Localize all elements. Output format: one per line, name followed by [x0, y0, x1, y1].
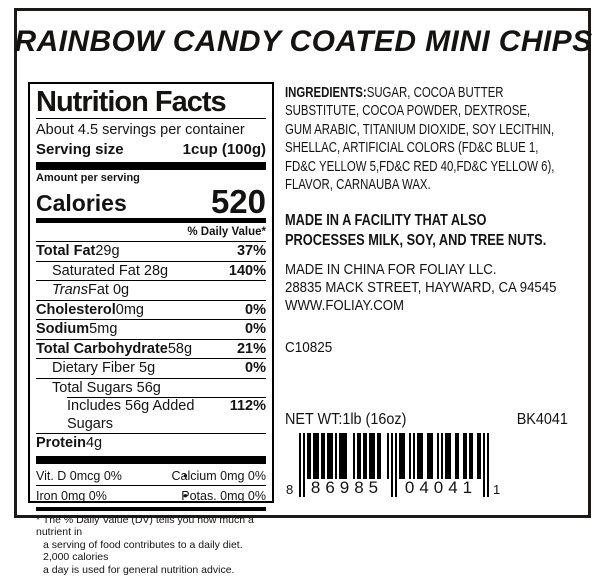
- calories-row: Calories 520: [36, 185, 266, 216]
- barcode-digits-right-group: 04041: [399, 479, 483, 497]
- calories-label: Calories: [36, 191, 127, 216]
- nutrition-facts-panel: Nutrition Facts About 4.5 servings per c…: [28, 82, 274, 503]
- ingredients-text: INGREDIENTS:SUGAR, COCOA BUTTER SUBSTITU…: [285, 84, 554, 194]
- serving-size-label: Serving size: [36, 140, 124, 159]
- allergen-facility-warning: MADE IN A FACILITY THAT ALSO PROCESSES M…: [285, 211, 546, 250]
- barcode-digit-system: 8: [286, 483, 293, 497]
- manufacturer-address: MADE IN CHINA FOR FOLIAY LLC. 28835 MACK…: [285, 261, 556, 315]
- nutrient-row-sodium: Sodium 5mg 0%: [36, 319, 266, 339]
- thick-bar: [36, 162, 266, 170]
- servings-per-container: About 4.5 servings per container: [36, 121, 266, 140]
- barcode-digits-left-group: 86985: [305, 479, 389, 497]
- ingredients-label: INGREDIENTS:: [285, 84, 367, 101]
- net-weight: NET WT:1lb (16oz): [285, 411, 406, 429]
- nutrient-row-total-carbohydrate: Total Carbohydrate 58g 21%: [36, 339, 266, 359]
- nutrient-row-total-sugars: Total Sugars 56g: [36, 378, 266, 398]
- micronutrient-row-vitd-calcium: Vit. D 0mcg 0% • Calcium 0mg 0%: [36, 466, 266, 485]
- thick-bar: [36, 456, 266, 464]
- nutrient-row-cholesterol: Cholesterol 0mg 0%: [36, 300, 266, 320]
- nutrition-facts-heading: Nutrition Facts: [36, 87, 266, 118]
- ingredients-first-line: INGREDIENTS:SUGAR, COCOA BUTTER: [285, 84, 554, 102]
- net-weight-row: NET WT:1lb (16oz) BK4041: [285, 411, 568, 429]
- nutrient-row-added-sugars: Includes 56g Added Sugars 112%: [36, 397, 266, 433]
- nutrient-row-trans-fat: Trans Fat 0g: [36, 280, 266, 300]
- nutrient-row-dietary-fiber: Dietary Fiber 5g 0%: [36, 358, 266, 378]
- divider: [36, 118, 266, 119]
- daily-value-footnote: * The % Daily Value (DV) tells you how m…: [36, 514, 266, 576]
- product-title: RAINBOW CANDY COATED MINI CHIPS: [0, 25, 607, 59]
- nutrient-row-total-fat: Total Fat 29g 37%: [36, 241, 266, 261]
- medium-bar: [36, 507, 266, 511]
- calories-value: 520: [211, 187, 266, 216]
- nutrient-row-saturated-fat: Saturated Fat 28g 140%: [36, 261, 266, 281]
- upc-barcode: 8 86985 04041 1: [299, 433, 489, 499]
- serving-size-value: 1cup (100g): [183, 140, 266, 159]
- bullet-separator: •: [183, 487, 187, 505]
- serving-size-row: Serving size 1cup (100g): [36, 140, 266, 159]
- sku-code: BK4041: [517, 411, 568, 429]
- micronutrient-row-iron-potassium: Iron 0mg 0% • Potas. 0mg 0%: [36, 485, 266, 505]
- barcode-digit-check: 1: [493, 483, 500, 497]
- daily-value-header: % Daily Value*: [36, 224, 266, 241]
- bullet-separator: •: [183, 467, 187, 485]
- nutrient-row-protein: Protein 4g: [36, 433, 266, 453]
- lot-code: C10825: [285, 339, 332, 356]
